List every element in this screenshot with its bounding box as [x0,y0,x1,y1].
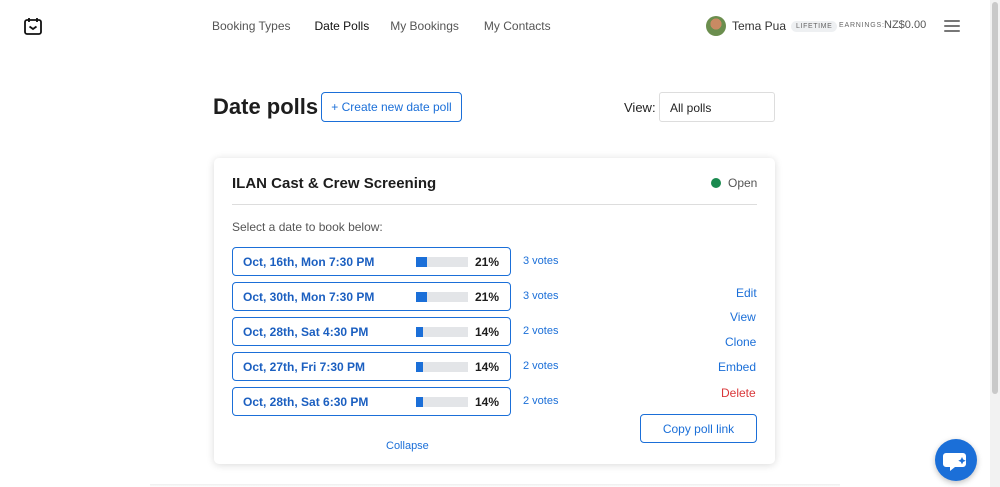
avatar[interactable] [706,16,726,36]
option-date: Oct, 16th, Mon 7:30 PM [243,255,375,269]
option-percent: 14% [475,325,500,339]
option-progress-fill [416,327,423,337]
option-percent: 14% [475,395,500,409]
view-filter-select[interactable]: All polls [659,92,775,122]
hamburger-menu-icon[interactable] [944,20,960,32]
poll-instruction: Select a date to book below: [232,220,383,234]
view-filter-label: View: [624,100,656,115]
scrollbar-thumb[interactable] [992,2,998,394]
option-date: Oct, 28th, Sat 6:30 PM [243,395,369,409]
option-progress-fill [416,292,427,302]
user-menu[interactable]: Tema Pua LIFETIME [706,16,838,36]
poll-option[interactable]: Oct, 27th, Fri 7:30 PM 14% [232,352,511,381]
option-progress-bar [416,327,468,337]
earnings-value: NZ$0.00 [884,19,927,31]
earnings-label: EARNINGS: [839,22,885,29]
option-date: Oct, 28th, Sat 4:30 PM [243,325,369,339]
option-percent: 21% [475,290,500,304]
option-date: Oct, 30th, Mon 7:30 PM [243,290,375,304]
option-progress-bar [416,362,468,372]
option-progress-bar [416,292,468,302]
option-progress-fill [416,362,423,372]
collapse-link[interactable]: Collapse [386,440,429,452]
chat-support-button[interactable] [935,439,977,481]
bottom-shadow [150,484,840,487]
embed-link[interactable]: Embed [718,360,757,374]
nav-my-bookings[interactable]: My Bookings [390,19,459,33]
copy-poll-link-button[interactable]: Copy poll link [640,414,757,443]
top-navigation-bar: Booking Types Date Polls My Bookings My … [0,0,990,52]
chat-support-icon [943,453,966,471]
option-progress-fill [416,257,427,267]
poll-status: Open [728,176,758,190]
option-progress-bar [416,397,468,407]
poll-option[interactable]: Oct, 28th, Sat 4:30 PM 14% [232,317,511,346]
option-votes-link[interactable]: 2 votes [523,360,559,372]
divider [232,204,757,205]
poll-card: ILAN Cast & Crew Screening Open Select a… [214,158,775,464]
option-votes-link[interactable]: 3 votes [523,290,559,302]
page-title: Date polls [213,94,319,119]
option-progress-bar [416,257,468,267]
edit-link[interactable]: Edit [736,286,757,300]
option-votes-link[interactable]: 2 votes [523,325,559,337]
open-status-dot-icon [711,178,721,188]
view-link[interactable]: View [730,310,756,324]
page-scrollbar[interactable] [990,0,1000,487]
create-date-poll-button[interactable]: + Create new date poll [321,92,462,122]
plan-badge: LIFETIME [791,20,838,32]
poll-option[interactable]: Oct, 30th, Mon 7:30 PM 21% [232,282,511,311]
clone-link[interactable]: Clone [725,335,757,349]
poll-title: ILAN Cast & Crew Screening [232,175,437,192]
poll-option[interactable]: Oct, 28th, Sat 6:30 PM 14% [232,387,511,416]
option-date: Oct, 27th, Fri 7:30 PM [243,360,366,374]
option-votes-link[interactable]: 3 votes [523,255,559,267]
delete-link[interactable]: Delete [721,386,756,400]
option-percent: 21% [475,255,500,269]
option-percent: 14% [475,360,500,374]
calendar-logo-icon[interactable] [24,17,42,35]
nav-my-contacts[interactable]: My Contacts [483,19,551,33]
nav-date-polls[interactable]: Date Polls [314,19,370,33]
nav-booking-types[interactable]: Booking Types [212,19,291,33]
option-votes-link[interactable]: 2 votes [523,395,559,407]
option-progress-fill [416,397,423,407]
poll-option[interactable]: Oct, 16th, Mon 7:30 PM 21% [232,247,511,276]
user-name[interactable]: Tema Pua [732,19,787,33]
main-nav: Booking Types Date Polls My Bookings My … [212,19,551,33]
